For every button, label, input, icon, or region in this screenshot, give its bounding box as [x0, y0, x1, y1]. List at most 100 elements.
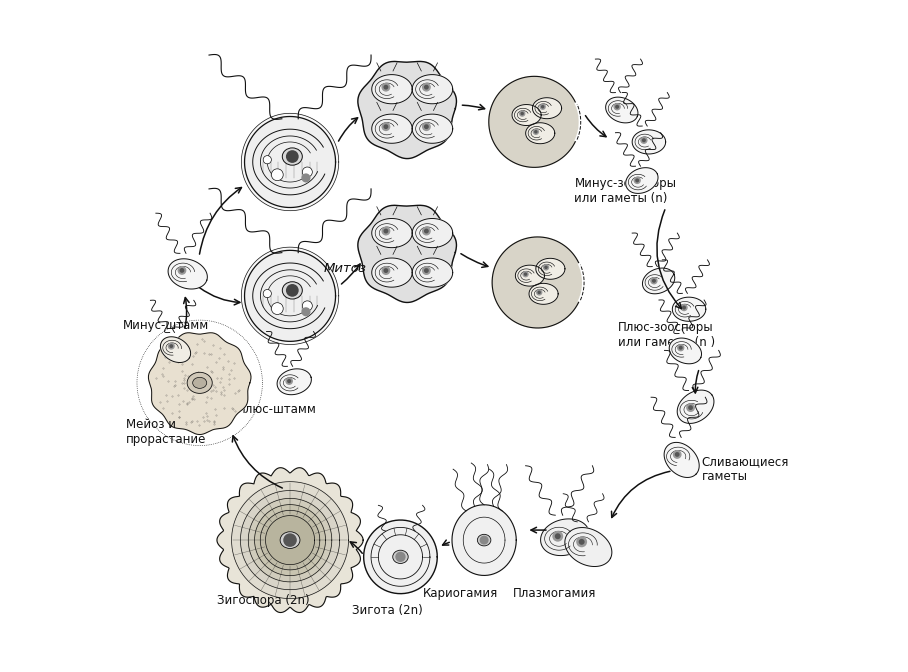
Circle shape	[577, 536, 587, 547]
Polygon shape	[261, 510, 320, 570]
Polygon shape	[364, 520, 438, 593]
Circle shape	[286, 284, 299, 297]
Circle shape	[287, 379, 291, 383]
Circle shape	[422, 266, 430, 275]
Ellipse shape	[282, 148, 302, 165]
Circle shape	[642, 138, 646, 142]
Polygon shape	[248, 499, 331, 582]
Circle shape	[536, 289, 542, 296]
Polygon shape	[489, 77, 580, 167]
Text: Плюс-зооспоры
или гаметы (n ): Плюс-зооспоры или гаметы (n )	[618, 321, 716, 349]
Ellipse shape	[478, 534, 491, 546]
Polygon shape	[412, 114, 453, 143]
Text: Плюс-штамм: Плюс-штамм	[236, 403, 316, 416]
Circle shape	[524, 272, 528, 276]
Circle shape	[544, 265, 548, 269]
Circle shape	[538, 290, 541, 294]
Circle shape	[552, 531, 563, 542]
Polygon shape	[672, 297, 706, 321]
Polygon shape	[232, 482, 349, 599]
Circle shape	[533, 128, 539, 135]
Polygon shape	[516, 265, 545, 286]
Polygon shape	[358, 206, 457, 302]
Circle shape	[636, 178, 639, 182]
Polygon shape	[371, 75, 412, 103]
Circle shape	[168, 343, 175, 349]
Polygon shape	[632, 130, 666, 154]
Ellipse shape	[192, 377, 207, 388]
Circle shape	[383, 124, 389, 129]
Polygon shape	[161, 337, 191, 362]
Circle shape	[424, 85, 429, 89]
Polygon shape	[412, 258, 453, 287]
Circle shape	[650, 277, 657, 284]
Polygon shape	[540, 519, 589, 556]
Circle shape	[686, 403, 695, 412]
Circle shape	[271, 169, 283, 181]
Text: Митоз: Митоз	[323, 263, 366, 276]
Polygon shape	[241, 491, 340, 590]
Circle shape	[520, 112, 524, 116]
Polygon shape	[626, 168, 658, 194]
Circle shape	[640, 136, 647, 144]
Polygon shape	[664, 442, 699, 478]
Polygon shape	[565, 528, 612, 566]
Circle shape	[424, 268, 429, 273]
Polygon shape	[669, 338, 702, 364]
Circle shape	[541, 105, 545, 108]
Circle shape	[302, 167, 312, 177]
Circle shape	[381, 122, 390, 131]
Circle shape	[263, 290, 271, 298]
Circle shape	[578, 539, 585, 545]
Circle shape	[422, 122, 430, 131]
Polygon shape	[536, 258, 565, 280]
Circle shape	[381, 83, 390, 91]
Circle shape	[381, 266, 390, 275]
Polygon shape	[371, 114, 412, 143]
Circle shape	[680, 304, 687, 311]
Polygon shape	[643, 268, 675, 294]
Polygon shape	[217, 468, 363, 612]
Polygon shape	[529, 284, 558, 304]
Text: Минус-штамм: Минус-штамм	[123, 319, 209, 333]
Circle shape	[682, 306, 686, 310]
Circle shape	[519, 110, 526, 117]
Circle shape	[424, 228, 429, 233]
Text: Плазмогамия: Плазмогамия	[513, 587, 596, 600]
Polygon shape	[254, 505, 326, 576]
Text: Минус-зооспоры
или гаметы (n): Минус-зооспоры или гаметы (n)	[575, 177, 676, 205]
Circle shape	[534, 130, 538, 134]
Polygon shape	[358, 61, 457, 159]
Circle shape	[178, 266, 186, 275]
Circle shape	[381, 226, 390, 235]
Circle shape	[614, 103, 621, 110]
Circle shape	[302, 301, 312, 311]
Circle shape	[677, 344, 685, 351]
Polygon shape	[168, 259, 207, 289]
Polygon shape	[492, 237, 583, 328]
Circle shape	[555, 534, 561, 539]
Circle shape	[688, 405, 693, 410]
Circle shape	[634, 177, 641, 184]
Polygon shape	[244, 116, 336, 208]
Circle shape	[543, 264, 549, 271]
Polygon shape	[452, 505, 517, 575]
Circle shape	[539, 103, 546, 110]
Ellipse shape	[282, 282, 302, 299]
Circle shape	[395, 552, 406, 562]
Polygon shape	[265, 515, 314, 564]
Circle shape	[383, 85, 389, 89]
Text: Кариогамия: Кариогамия	[423, 587, 498, 600]
Polygon shape	[526, 123, 555, 144]
Circle shape	[479, 536, 489, 544]
Polygon shape	[677, 390, 714, 423]
Polygon shape	[412, 75, 453, 103]
Polygon shape	[532, 97, 562, 119]
Text: Сливающиеся
гаметы: Сливающиеся гаметы	[702, 455, 789, 483]
Circle shape	[285, 377, 293, 385]
Polygon shape	[242, 247, 339, 345]
Circle shape	[383, 268, 389, 273]
Circle shape	[383, 228, 389, 233]
Ellipse shape	[393, 550, 409, 563]
Ellipse shape	[281, 532, 300, 548]
